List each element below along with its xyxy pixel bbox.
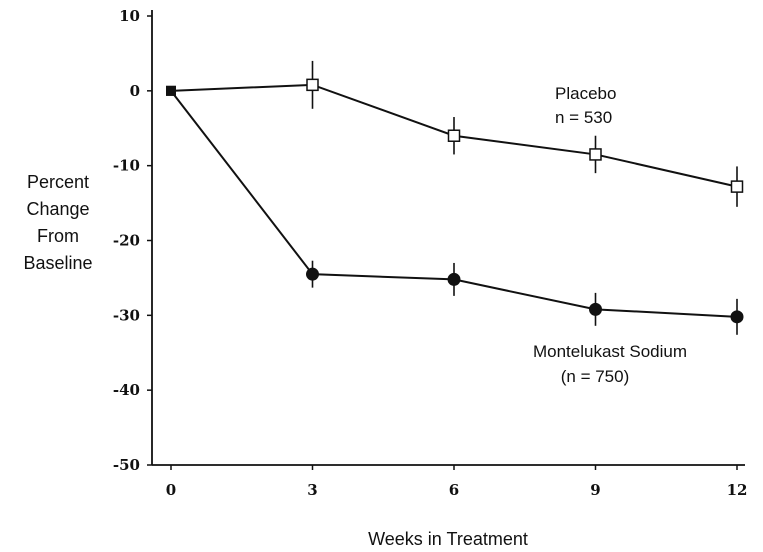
montelukast-marker <box>447 272 461 286</box>
y-tick-label: -50 <box>113 456 140 474</box>
x-tick-label: 0 <box>166 481 176 499</box>
montelukast-marker <box>306 267 319 281</box>
montelukast-annotation-name: Montelukast Sodium <box>533 342 687 361</box>
montelukast-series <box>166 85 744 335</box>
x-tick-label: 9 <box>590 481 600 499</box>
montelukast-annotation: Montelukast Sodium (n = 750) <box>533 342 687 386</box>
series-layer <box>166 60 744 335</box>
x-axis-title: Weeks in Treatment <box>368 529 528 549</box>
placebo-marker <box>447 129 461 142</box>
placebo-annotation-name: Placebo <box>555 84 616 103</box>
axes <box>151 10 745 466</box>
placebo-series <box>166 60 744 207</box>
placebo-annotation: Placebo n = 530 <box>555 84 616 127</box>
y-tick-label: -20 <box>113 232 140 250</box>
placebo-marker <box>730 180 744 193</box>
y-tick-label: -40 <box>113 381 140 399</box>
montelukast-marker <box>730 310 744 324</box>
x-tick-label: 12 <box>727 481 748 499</box>
x-tick-label: 3 <box>307 481 317 499</box>
montelukast-marker <box>589 302 602 316</box>
placebo-annotation-n: n = 530 <box>555 108 612 127</box>
y-ticks: 10 0 -10 -20 -30 -40 -50 <box>113 7 152 474</box>
y-axis-title-line: Percent <box>27 172 89 192</box>
y-axis-title-line: From <box>37 226 79 246</box>
y-tick-label: 10 <box>119 7 140 25</box>
y-tick-label: -30 <box>113 306 140 324</box>
montelukast-marker <box>166 85 176 96</box>
y-tick-label: -10 <box>113 157 140 175</box>
y-axis-title-line: Change <box>26 199 89 219</box>
x-ticks: 0 3 6 9 12 <box>166 465 748 499</box>
y-axis-title: Percent Change From Baseline <box>23 172 92 273</box>
placebo-marker <box>306 78 319 92</box>
y-tick-label: 0 <box>130 82 140 100</box>
x-tick-label: 6 <box>449 481 459 499</box>
montelukast-annotation-n: (n = 750) <box>561 367 630 386</box>
y-axis-title-line: Baseline <box>23 253 92 273</box>
placebo-marker <box>589 148 602 161</box>
